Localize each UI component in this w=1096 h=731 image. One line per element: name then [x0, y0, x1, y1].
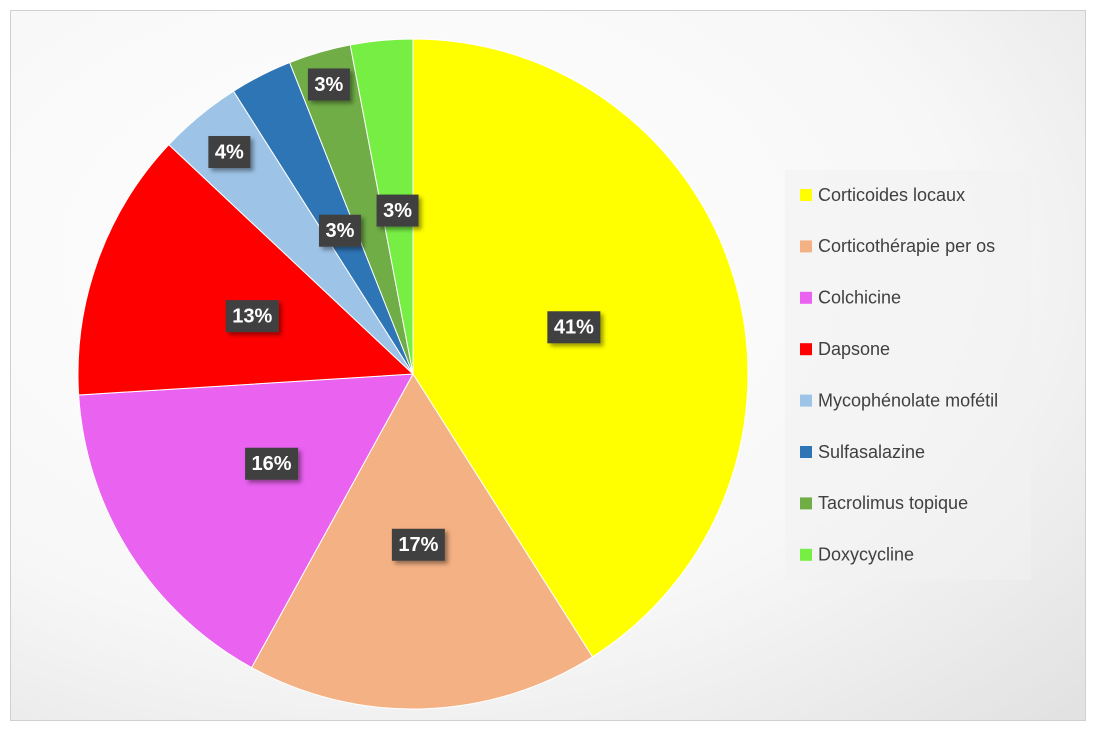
data-label: 16%: [252, 453, 292, 475]
data-label: 17%: [398, 534, 438, 556]
legend-swatch: [800, 446, 812, 458]
slices: [77, 38, 749, 710]
legend-label: Colchicine: [818, 288, 901, 308]
slice: [78, 373, 414, 669]
legend-label: Tacrolimus topique: [818, 493, 968, 513]
data-label: 3%: [314, 74, 343, 96]
legend: Corticoides locaux Corticothérapie per os…: [800, 185, 998, 565]
legend-box: [785, 170, 1031, 580]
legend-label: Sulfasalazine: [818, 442, 925, 462]
legend-swatch: [800, 343, 812, 356]
label-box: [391, 528, 445, 561]
data-label: 4%: [215, 141, 244, 163]
label-box: [318, 214, 361, 247]
label-box: [307, 68, 350, 101]
legend-swatch: [800, 291, 812, 304]
label-box: [208, 136, 251, 169]
legend-swatch: [800, 189, 812, 201]
label-box: [376, 194, 419, 227]
slice: [77, 143, 415, 396]
legend-label: Corticothérapie per os: [818, 236, 995, 256]
legend-label: Mycophénolate mofétil: [818, 390, 998, 410]
legend-label: Dapsone: [818, 339, 890, 359]
data-label: 3%: [383, 200, 412, 222]
legend-swatch: [800, 548, 812, 561]
legend-label: Corticoides locaux: [818, 185, 965, 205]
data-label: 13%: [232, 305, 272, 327]
legend-swatch: [800, 394, 812, 407]
slice: [412, 38, 749, 658]
data-label: 41%: [554, 317, 594, 339]
legend-label: Doxycycline: [818, 545, 914, 565]
label-box: [225, 300, 279, 333]
legend-swatch: [800, 497, 812, 510]
label-box: [547, 311, 601, 344]
data-label: 3%: [326, 220, 355, 242]
legend-swatch: [800, 240, 812, 253]
labels: 41% 17% 16% 13% 4% 3% 3% 3%: [208, 68, 601, 561]
label-box: [245, 447, 299, 480]
